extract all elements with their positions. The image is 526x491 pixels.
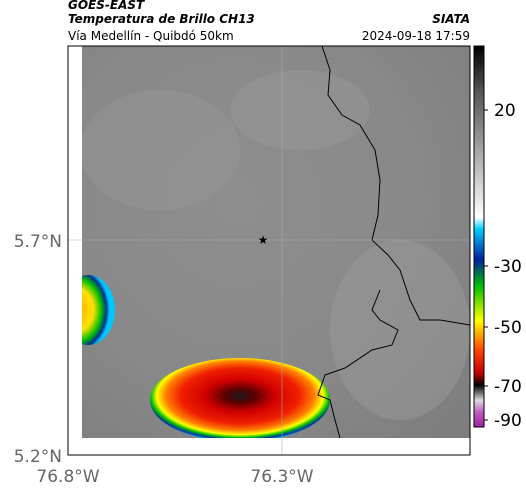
colorbar-tick-label: -70	[494, 377, 522, 397]
colorbar-tick-label: -50	[494, 318, 522, 338]
storm-cell	[150, 358, 330, 438]
route: Vía Medellín - Quibdó 50km	[68, 29, 234, 43]
timestamp: 2024-09-18 17:59	[362, 29, 470, 43]
border	[321, 46, 470, 326]
lat-label: 5.7°N	[14, 232, 62, 252]
agency: SIATA	[432, 12, 470, 26]
colorbar-tick-label: -90	[494, 411, 522, 431]
map: ★	[67, 45, 471, 456]
colorbar-tick-label: -30	[494, 257, 522, 277]
marker: ★	[258, 233, 269, 247]
lon-label: 76.3°W	[250, 467, 313, 487]
colorbar-ticks: 20 -30 -50 -70 -90	[484, 101, 522, 431]
lat-label: 5.2°N	[14, 447, 62, 467]
colorbar	[473, 45, 485, 428]
product: Temperatura de Brillo CH13	[68, 12, 255, 26]
border	[317, 289, 399, 438]
source: GOES-EAST	[68, 0, 145, 12]
colorbar-tick-label: 20	[494, 101, 516, 121]
lon-label: 76.8°W	[36, 467, 99, 487]
frame	[67, 45, 471, 456]
storm-cell	[82, 275, 115, 345]
